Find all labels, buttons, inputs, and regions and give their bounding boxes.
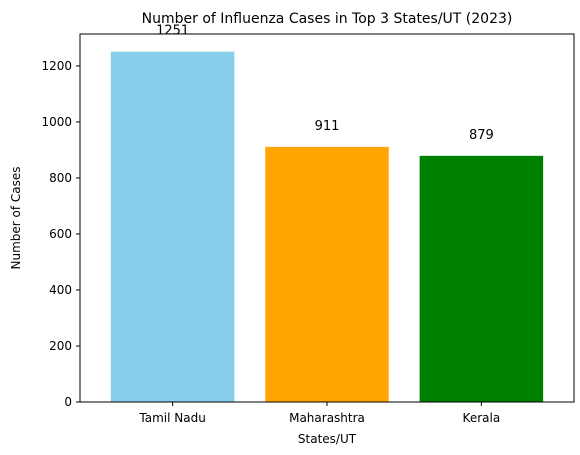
x-axis: Tamil Nadu Maharashtra Kerala [138,402,500,425]
bar-value-labels: 1251 911 879 [156,24,494,143]
bar-tamil-nadu [110,51,235,403]
x-axis-label: States/UT [298,432,357,446]
y-tick-label: 1000 [41,115,72,129]
x-tick-label: Kerala [463,411,501,425]
y-tick-label: 600 [49,227,72,241]
x-tick-label: Tamil Nadu [138,411,205,425]
plot-frame [79,33,575,403]
bar-value-label: 1251 [156,24,189,39]
x-tick-label: Maharashtra [289,411,365,425]
bars-group [110,51,544,403]
y-tick-label: 400 [49,283,72,297]
bar-value-label: 879 [469,128,494,143]
bar-value-label: 911 [315,119,340,134]
bar-kerala [419,155,544,402]
y-tick-label: 800 [49,171,72,185]
y-tick-label: 200 [49,339,72,353]
y-tick-label: 1200 [41,59,72,73]
bar-maharashtra [265,146,389,402]
y-tick-label: 0 [64,395,72,409]
y-axis: 0 200 400 600 800 1000 1200 [41,59,80,409]
chart-title: Number of Influenza Cases in Top 3 State… [142,11,513,27]
y-axis-label: Number of Cases [9,166,23,269]
